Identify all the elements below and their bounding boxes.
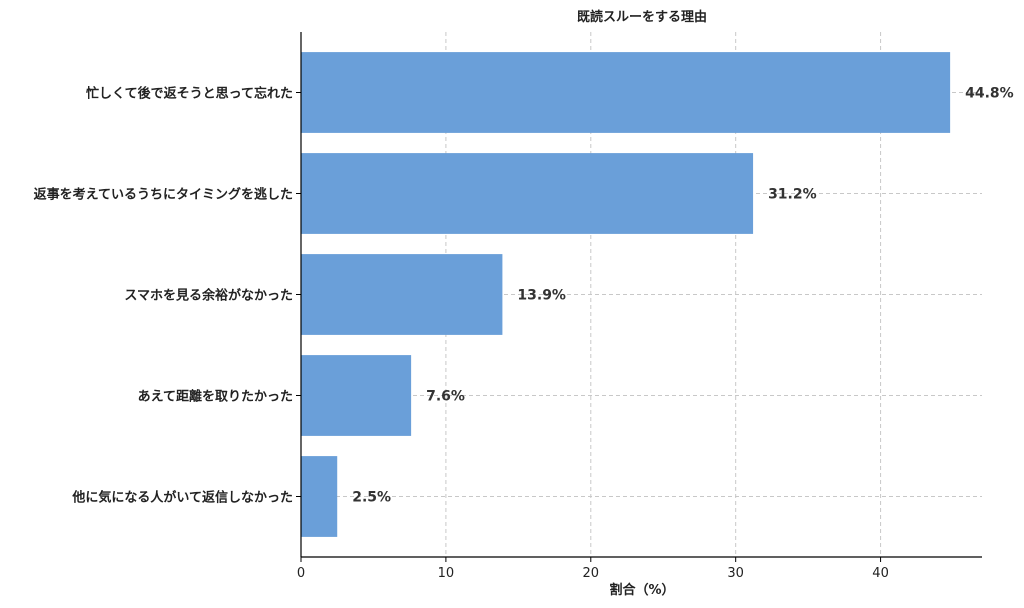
- bars: [301, 52, 951, 537]
- bar-0: [301, 52, 951, 133]
- value-label-4: 2.5%: [352, 490, 391, 506]
- bar-3: [301, 355, 412, 436]
- x-tick-label-2: 20: [583, 566, 600, 581]
- x-ticks: 0 10 20 30 40: [296, 92, 889, 581]
- bar-2: [301, 254, 503, 335]
- x-tick-label-4: 40: [872, 566, 889, 581]
- bar-1: [301, 153, 754, 234]
- category-label-2: スマホを見る余裕がなかった: [124, 288, 293, 304]
- category-label-4: 他に気になる人がいて返信しなかった: [71, 490, 293, 506]
- category-label-1: 返事を考えているうちにタイミングを逃した: [34, 187, 293, 203]
- value-label-3: 7.6%: [426, 389, 465, 405]
- bar-4: [301, 456, 338, 537]
- value-label-1: 31.2%: [768, 187, 817, 203]
- category-label-0: 忙しくて後で返そうと思って忘れた: [86, 86, 293, 102]
- chart-title: 既読スルーをする理由: [577, 9, 707, 25]
- category-label-3: あえて距離を取りたかった: [138, 389, 293, 405]
- x-tick-label-1: 10: [438, 566, 455, 581]
- x-axis-label: 割合（%）: [609, 582, 674, 598]
- x-tick-label-0: 0: [297, 566, 305, 581]
- x-tick-label-3: 30: [727, 566, 744, 581]
- value-label-0: 44.8%: [965, 86, 1014, 102]
- labels: 忙しくて後で返そうと思って忘れた 44.8% 返事を考えているうちにタイミングを逃し…: [34, 86, 1014, 506]
- value-label-2: 13.9%: [517, 288, 566, 304]
